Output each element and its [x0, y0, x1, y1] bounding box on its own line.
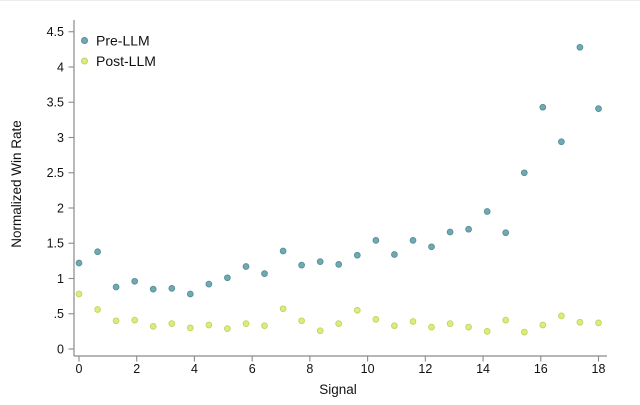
legend-marker-pre-llm	[81, 37, 88, 44]
data-point-post-llm	[149, 323, 157, 330]
data-point-post-llm	[595, 319, 602, 327]
y-axis-ticks: 0 .5 1 1.5 2 2.5 3 3.5 4 4.5	[47, 25, 74, 356]
y-tick-label: 2.5	[47, 166, 64, 180]
data-point-post-llm	[409, 318, 417, 325]
x-tick-label: 16	[534, 362, 548, 376]
data-point-pre-llm	[279, 247, 287, 255]
data-point-pre-llm	[94, 248, 101, 256]
data-point-pre-llm	[75, 259, 83, 267]
data-point-pre-llm	[131, 277, 139, 285]
data-point-pre-llm	[353, 251, 361, 259]
y-axis-title: Normalized Win Rate	[9, 120, 24, 248]
data-point-post-llm	[539, 321, 547, 329]
data-point-pre-llm	[149, 285, 157, 293]
data-point-post-llm	[520, 328, 528, 336]
data-point-post-llm	[465, 323, 472, 331]
x-tick-label: 0	[76, 362, 83, 376]
data-point-post-llm	[372, 316, 380, 323]
data-point-post-llm	[391, 322, 398, 330]
x-tick-label: 6	[249, 362, 256, 376]
y-tick-label: 4	[57, 60, 64, 74]
data-point-pre-llm	[595, 105, 602, 112]
data-point-pre-llm	[112, 283, 120, 291]
legend-label-post-llm: Post-LLM	[96, 53, 156, 69]
legend-label-pre-llm: Pre-LLM	[96, 33, 150, 49]
data-point-post-llm	[112, 317, 120, 325]
y-tick-label: 3.5	[47, 96, 64, 110]
x-tick-label: 8	[306, 362, 313, 376]
data-point-pre-llm	[186, 290, 194, 298]
data-point-post-llm	[335, 320, 343, 327]
x-tick-label: 4	[191, 362, 198, 376]
data-point-pre-llm	[558, 138, 565, 146]
y-tick-label: 0	[57, 342, 64, 356]
data-point-pre-llm	[465, 225, 472, 233]
data-point-post-llm	[316, 327, 324, 335]
data-point-pre-llm	[205, 280, 213, 288]
data-point-pre-llm	[168, 285, 176, 292]
y-tick-label: 1	[57, 272, 64, 286]
y-tick-label: 4.5	[47, 25, 64, 39]
data-point-pre-llm	[428, 243, 435, 251]
data-point-post-llm	[576, 318, 584, 326]
x-tick-label: 18	[592, 362, 606, 376]
x-tick-label: 14	[476, 362, 490, 376]
data-point-post-llm	[224, 325, 231, 332]
data-point-post-llm	[446, 320, 454, 327]
data-point-post-llm	[131, 316, 139, 324]
x-tick-label: 12	[418, 362, 432, 376]
data-point-pre-llm	[483, 208, 491, 215]
y-tick-label: 1.5	[47, 237, 64, 251]
y-tick-label: 3	[57, 131, 64, 145]
data-point-post-llm	[94, 306, 101, 313]
y-tick-label: 2	[57, 201, 64, 215]
x-axis-title: Signal	[319, 382, 357, 397]
x-tick-label: 2	[133, 362, 140, 376]
data-point-post-llm	[168, 320, 176, 327]
data-point-pre-llm	[520, 169, 528, 177]
data-point-post-llm	[428, 323, 435, 331]
data-point-pre-llm	[539, 103, 547, 111]
data-point-pre-llm	[224, 274, 231, 282]
legend: Pre-LLM Post-LLM	[81, 33, 156, 69]
data-point-pre-llm	[391, 251, 398, 258]
data-point-pre-llm	[242, 263, 250, 270]
data-point-pre-llm	[409, 237, 417, 244]
data-point-post-llm	[242, 320, 250, 327]
data-point-pre-llm	[316, 258, 324, 265]
data-point-pre-llm	[446, 228, 454, 236]
data-point-post-llm	[558, 312, 565, 320]
data-point-post-llm	[205, 321, 213, 329]
x-axis-ticks: 0 2 4 6 8 10 12 14 16 18	[76, 356, 606, 376]
data-point-post-llm	[298, 317, 305, 325]
legend-marker-post-llm	[81, 57, 88, 65]
data-point-pre-llm	[261, 270, 268, 277]
data-point-post-llm	[186, 324, 194, 332]
x-tick-label: 10	[361, 362, 375, 376]
data-point-post-llm	[261, 322, 268, 330]
data-point-pre-llm	[502, 229, 510, 237]
data-point-post-llm	[483, 328, 491, 335]
y-tick-label: .5	[54, 307, 64, 321]
data-point-pre-llm	[335, 261, 343, 268]
data-point-post-llm	[75, 290, 83, 298]
data-point-post-llm	[502, 316, 510, 324]
data-points	[75, 43, 602, 336]
data-point-pre-llm	[298, 261, 305, 269]
data-point-pre-llm	[576, 43, 584, 51]
data-point-post-llm	[353, 306, 361, 314]
data-point-post-llm	[279, 305, 287, 313]
data-point-pre-llm	[372, 237, 380, 244]
